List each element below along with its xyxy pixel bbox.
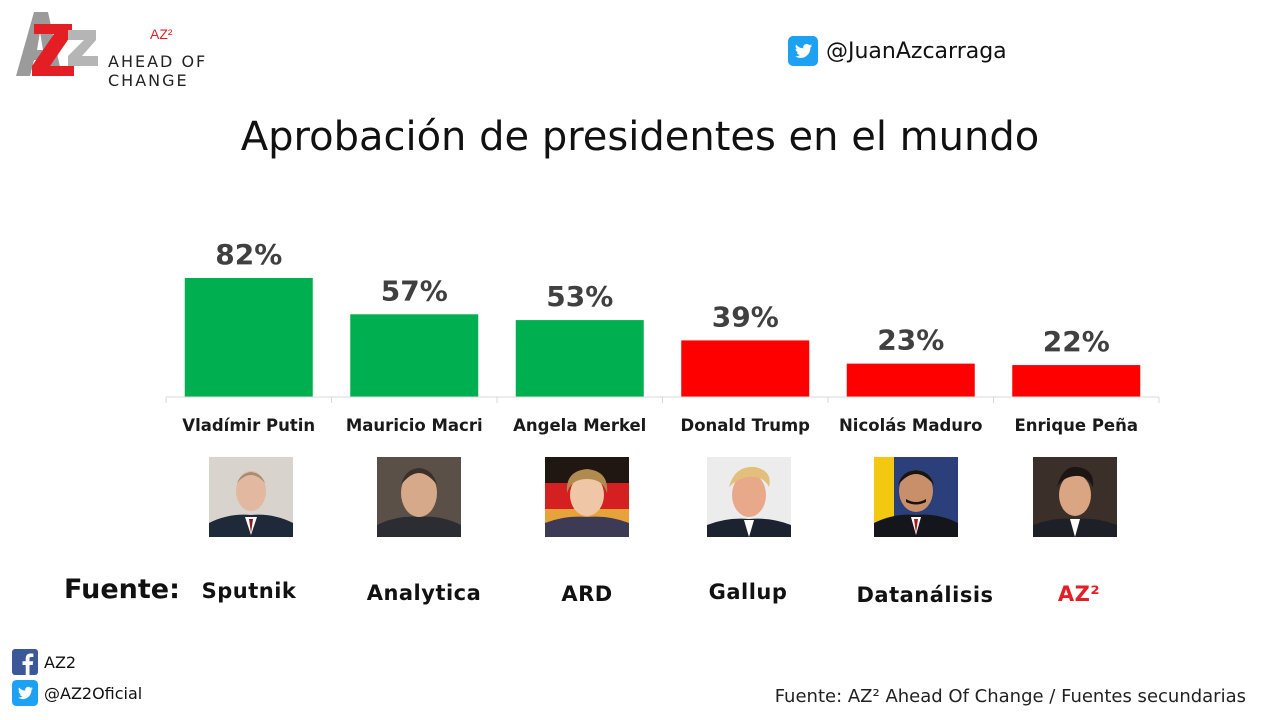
- facebook-link[interactable]: AZ2: [12, 649, 76, 675]
- value-label-pena: 22%: [1043, 325, 1110, 358]
- value-label-maduro: 23%: [877, 324, 944, 357]
- category-label-macri: Mauricio Macri: [346, 416, 483, 435]
- bar-pena: [1012, 365, 1141, 397]
- pena-photo: [1033, 457, 1117, 537]
- source-label: Fuente:: [64, 574, 180, 605]
- value-label-putin: 82%: [215, 238, 282, 271]
- source-ard: ARD: [561, 582, 613, 606]
- category-label-putin: Vladímir Putin: [182, 416, 315, 435]
- merkel-photo: [545, 457, 629, 537]
- source-sputnik: Sputnik: [201, 579, 297, 603]
- bar-trump: [681, 340, 810, 397]
- logo-line-2: CHANGE: [108, 71, 189, 90]
- twitter-link[interactable]: @AZ2Oficial: [12, 680, 142, 706]
- footnote: Fuente: AZ² Ahead Of Change / Fuentes se…: [774, 686, 1246, 707]
- value-label-merkel: 53%: [546, 280, 613, 313]
- macri-photo: [377, 457, 461, 537]
- category-label-pena: Enrique Peña: [1015, 416, 1138, 435]
- author-handle: @JuanAzcarraga: [826, 38, 1007, 64]
- value-label-trump: 39%: [712, 300, 779, 333]
- category-label-maduro: Nicolás Maduro: [839, 416, 983, 435]
- putin-photo: [209, 457, 293, 537]
- facebook-name: AZ2: [44, 652, 77, 672]
- bar-macri: [350, 314, 479, 397]
- chart-title: Aprobación de presidentes en el mundo: [240, 114, 1040, 160]
- az2-logo-mark: [16, 12, 98, 76]
- category-label-trump: Donald Trump: [681, 416, 811, 435]
- logo-superscript: AZ²: [150, 26, 173, 42]
- trump-photo: [707, 457, 791, 537]
- bar-maduro: [846, 363, 975, 397]
- maduro-photo: [874, 457, 958, 537]
- source-gallup: Gallup: [708, 580, 788, 604]
- twitter-account: @AZ2Oficial: [44, 683, 143, 703]
- source-az2: AZ²: [1057, 582, 1101, 606]
- facebook-icon: [12, 649, 38, 675]
- twitter-icon: [788, 36, 818, 66]
- category-label-merkel: Angela Merkel: [513, 416, 646, 435]
- logo-line-1: AHEAD OF: [108, 52, 208, 71]
- source-datanalisis: Datanálisis: [856, 583, 994, 607]
- author-twitter[interactable]: @JuanAzcarraga: [788, 36, 1007, 66]
- az2-logo: AZ² AHEAD OF CHANGE: [12, 10, 212, 90]
- bar-merkel: [515, 320, 644, 397]
- value-label-macri: 57%: [381, 274, 448, 307]
- bar-putin: [184, 278, 313, 397]
- twitter-icon: [12, 680, 38, 706]
- source-analytica: Analytica: [366, 581, 482, 605]
